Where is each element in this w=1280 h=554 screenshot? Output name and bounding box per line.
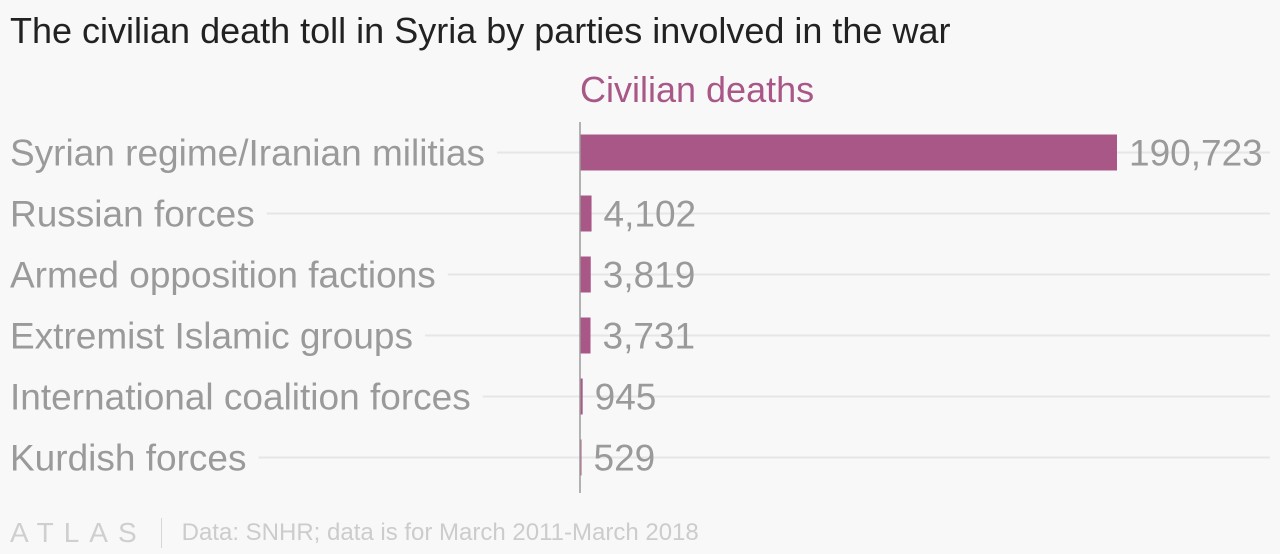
footer: ATLAS Data: SNHR; data is for March 2011… (10, 516, 699, 550)
category-label: Syrian regime/Iranian militias (10, 133, 485, 174)
category-label: International coalition forces (10, 377, 471, 418)
value-label: 3,819 (603, 255, 696, 296)
category-label: Extremist Islamic groups (10, 316, 413, 357)
bar (580, 317, 591, 354)
category-label: Armed opposition factions (10, 255, 436, 296)
value-label: 3,731 (603, 316, 696, 357)
bar (580, 134, 1117, 171)
value-label: 190,723 (1129, 133, 1263, 174)
value-label: 4,102 (604, 194, 697, 235)
category-label: Kurdish forces (10, 438, 247, 479)
series-label: Civilian deaths (580, 69, 814, 110)
category-label: Russian forces (10, 194, 255, 235)
atlas-logo: ATLAS (10, 517, 147, 548)
bar (580, 378, 583, 415)
value-label: 529 (594, 438, 656, 479)
chart-title: The civilian death toll in Syria by part… (10, 10, 951, 51)
bar (580, 195, 592, 232)
source-note: Data: SNHR; data is for March 2011-March… (181, 519, 699, 546)
value-label: 945 (595, 377, 657, 418)
bar-chart: Civilian deaths Syrian regime/Iranian mil… (10, 69, 1270, 493)
bar (580, 256, 591, 293)
footer-divider (160, 518, 162, 548)
